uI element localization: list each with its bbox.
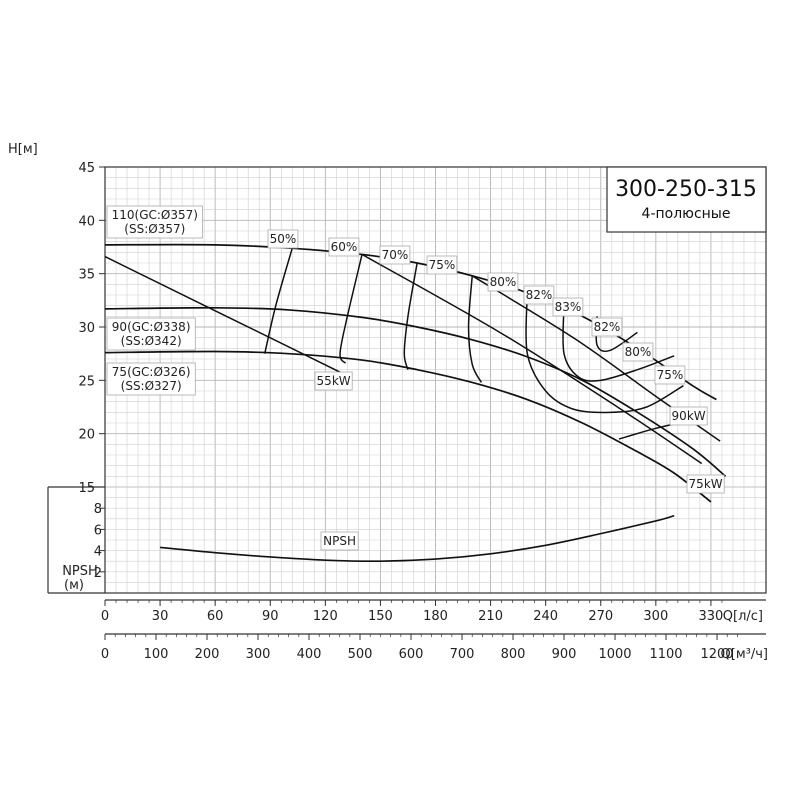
efficiency-curve-5 (562, 305, 675, 382)
impeller-label-90-text: (SS:Ø342) (121, 334, 182, 348)
efficiency-label-text: 80% (625, 345, 652, 359)
q-ls-axis-label: Q[л/с] (723, 609, 763, 624)
q-ls-tick-label: 240 (533, 609, 558, 624)
chart-subtitle: 4-полюсные (642, 206, 731, 222)
q-m3h-tick-label: 700 (450, 647, 475, 662)
efficiency-label-text: 82% (594, 320, 621, 334)
q-m3h-tick-label: 900 (552, 647, 577, 662)
q-m3h-tick-label: 800 (501, 647, 526, 662)
efficiency-label-text: 83% (555, 300, 582, 314)
npsh-curve-label-text: NPSH (323, 534, 356, 548)
curves (104, 243, 727, 563)
npsh-axis-label: NPSH (62, 564, 98, 579)
q-ls-tick-label: 30 (152, 609, 169, 624)
impeller-label-75: 75(GC:Ø326)(SS:Ø327) (106, 362, 196, 396)
efficiency-label: 50% (267, 229, 299, 249)
efficiency-label-text: 70% (382, 248, 409, 262)
power-label-55kW: 55kW (314, 371, 353, 391)
q-ls-tick-label: 60 (207, 609, 224, 624)
title-box: 300-250-315 4-полюсные (606, 166, 767, 233)
efficiency-label: 80% (487, 272, 519, 292)
npsh-panel (47, 486, 105, 594)
h-tick-label: 20 (78, 428, 95, 443)
efficiency-curve-4 (525, 292, 684, 414)
npsh-tick-label: 4 (94, 545, 102, 560)
npsh-curve-label: NPSH (320, 531, 359, 551)
h-tick-label: 45 (78, 161, 95, 176)
efficiency-label: 82% (591, 317, 623, 337)
efficiency-label: 83% (552, 297, 584, 317)
q-ls-tick-label: 0 (101, 609, 109, 624)
q-m3h-tick-label: 1000 (598, 647, 631, 662)
power-curve-55kW (104, 255, 345, 375)
q-ls-tick-label: 330 (699, 609, 724, 624)
efficiency-label: 60% (328, 237, 360, 257)
efficiency-label: 82% (523, 285, 555, 305)
power-label-90kW-text: 90kW (672, 409, 706, 423)
power-label-55kW-text: 55kW (317, 374, 351, 388)
impeller-label-90-text: 90(GC:Ø338) (112, 320, 191, 334)
q-m3h-tick-label: 500 (348, 647, 373, 662)
efficiency-label: 70% (379, 245, 411, 265)
q-m3h-tick-label: 400 (297, 647, 322, 662)
q-m3h-tick-label: 300 (246, 647, 271, 662)
npsh-curve (160, 514, 675, 563)
npsh-axis-unit: (м) (64, 578, 84, 593)
power-label-90kW: 90kW (669, 406, 708, 426)
h-tick-label: 30 (78, 321, 95, 336)
q-ls-tick-label: 120 (313, 609, 338, 624)
power-curve-75kW (361, 253, 703, 465)
q-ls-tick-label: 210 (478, 609, 503, 624)
q-ls-tick-label: 180 (423, 609, 448, 624)
head-curve-90 (104, 306, 727, 477)
impeller-label-110: 110(GC:Ø357)(SS:Ø357) (106, 205, 203, 239)
impeller-label-110-text: 110(GC:Ø357) (112, 208, 198, 222)
q-ls-tick-label: 270 (588, 609, 613, 624)
head-curve-75 (104, 350, 712, 503)
q-ls-tick-label: 300 (643, 609, 668, 624)
efficiency-curve-2 (403, 262, 418, 370)
q-m3h-tick-label: 1200 (700, 647, 733, 662)
efficiency-label: 75% (426, 255, 458, 275)
h-tick-label: 15 (78, 481, 95, 496)
q-m3h-tick-label: 100 (144, 647, 169, 662)
efficiency-label-text: 75% (657, 368, 684, 382)
q-ls-tick-label: 90 (262, 609, 279, 624)
curve-labels: 110(GC:Ø357)(SS:Ø357) 90(GC:Ø338)(SS:Ø342… (106, 205, 725, 551)
chart-title: 300-250-315 (615, 177, 757, 202)
efficiency-label-text: 82% (526, 288, 553, 302)
q-ls-tick-label: 150 (368, 609, 393, 624)
q-m3h-tick-label: 600 (399, 647, 424, 662)
impeller-label-75-text: 75(GC:Ø326) (112, 365, 191, 379)
efficiency-label-text: 50% (270, 232, 297, 246)
impeller-label-75-text: (SS:Ø327) (121, 379, 182, 393)
h-axis-label: H[м] (8, 142, 38, 157)
efficiency-curve-3 (467, 275, 483, 383)
h-tick-label: 35 (78, 268, 95, 283)
q-m3h-tick-label: 0 (101, 647, 109, 662)
efficiency-label: 80% (622, 342, 654, 362)
impeller-label-110-text: (SS:Ø357) (124, 222, 185, 236)
efficiency-curve-0 (264, 247, 294, 354)
npsh-tick-label: 8 (94, 502, 102, 517)
impeller-label-90: 90(GC:Ø338)(SS:Ø342) (106, 317, 196, 351)
q-m3h-axis-label: Q[м³/ч] (721, 647, 768, 662)
q-m3h-tick-label: 200 (195, 647, 220, 662)
power-label-75kW: 75kW (686, 474, 725, 494)
npsh-tick-label: 2 (94, 566, 102, 581)
efficiency-curve-1 (339, 254, 363, 364)
q-m3h-tick-label: 1100 (649, 647, 682, 662)
h-tick-label: 40 (78, 214, 95, 229)
efficiency-label-text: 75% (429, 258, 456, 272)
efficiency-label-text: 80% (490, 275, 517, 289)
power-label-75kW-text: 75kW (689, 477, 723, 491)
efficiency-label-text: 60% (331, 240, 358, 254)
efficiency-label: 75% (654, 365, 686, 385)
npsh-tick-label: 6 (94, 523, 102, 538)
h-tick-label: 25 (78, 374, 95, 389)
